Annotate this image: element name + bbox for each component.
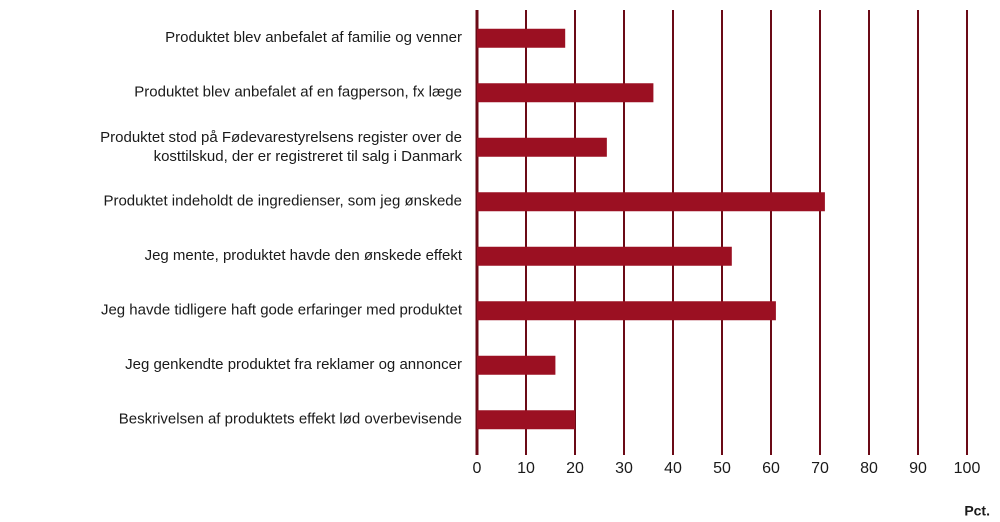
y-tick-label: Produktet stod på Fødevarestyrelsens reg… <box>100 129 462 165</box>
x-axis-label: Pct. <box>964 503 990 519</box>
bar <box>477 83 654 103</box>
x-tick-label: 80 <box>860 460 878 477</box>
x-tick-label: 70 <box>811 460 829 477</box>
x-tick-label: 100 <box>954 460 981 477</box>
x-tick-label: 40 <box>664 460 682 477</box>
y-tick-label: Jeg havde tidligere haft gode erfaringer… <box>101 302 463 319</box>
bar <box>477 28 566 48</box>
y-tick-label: Jeg genkendte produktet fra reklamer og … <box>125 356 462 373</box>
y-tick-label: Produktet indeholdt de ingredienser, som… <box>103 193 462 210</box>
x-tick-label: 60 <box>762 460 780 477</box>
bar <box>477 246 732 266</box>
x-tick-label: 20 <box>566 460 584 477</box>
bar <box>477 355 556 375</box>
y-tick-label: Jeg mente, produktet havde den ønskede e… <box>145 247 463 264</box>
bar <box>477 137 607 157</box>
x-tick-label: 0 <box>473 460 482 477</box>
x-tick-label: 50 <box>713 460 731 477</box>
bar <box>477 192 825 212</box>
y-tick-label: Produktet blev anbefalet af en fagperson… <box>134 84 462 101</box>
x-tick-label: 30 <box>615 460 633 477</box>
bar <box>477 301 776 321</box>
y-tick-label: Produktet blev anbefalet af familie og v… <box>165 29 462 46</box>
y-tick-label: Beskrivelsen af produktets effekt lød ov… <box>119 411 462 428</box>
x-tick-label: 90 <box>909 460 927 477</box>
x-tick-label: 10 <box>517 460 535 477</box>
bar <box>477 410 575 430</box>
